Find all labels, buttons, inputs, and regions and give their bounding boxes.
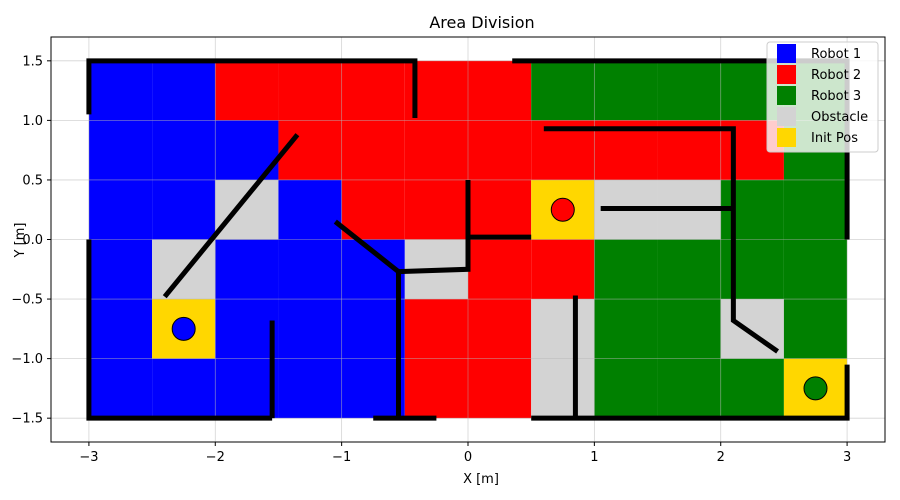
- x-tick-label: −1: [332, 450, 351, 465]
- cell: [783, 239, 848, 300]
- wall: [398, 179, 471, 275]
- wall: [543, 126, 780, 354]
- cell: [88, 120, 153, 180]
- legend-label: Init Pos: [811, 131, 858, 146]
- cell: [594, 358, 658, 419]
- cell: [88, 179, 153, 240]
- wall: [162, 133, 300, 299]
- legend-label: Obstacle: [811, 110, 868, 125]
- cell: [531, 60, 595, 121]
- x-axis: −3 −2 −1 0 1 2 3: [79, 442, 851, 465]
- cell: [404, 358, 468, 419]
- cell: [278, 358, 342, 419]
- cell: [468, 358, 532, 419]
- robot-marker: [803, 376, 828, 401]
- wall: [531, 364, 850, 421]
- legend-label: Robot 2: [811, 68, 861, 83]
- legend-swatch: [777, 44, 796, 63]
- cell: [215, 179, 279, 240]
- x-tick-label: −3: [79, 450, 98, 465]
- x-axis-label: X [m]: [463, 472, 499, 487]
- cell: [657, 60, 721, 121]
- chart-title: Area Division: [429, 13, 534, 32]
- cell: [152, 120, 216, 180]
- x-tick-label: 3: [843, 450, 851, 465]
- y-tick-label: −1.5: [11, 412, 43, 427]
- cell: [531, 239, 595, 300]
- cell: [783, 299, 848, 359]
- robot-marker: [550, 197, 575, 222]
- y-tick-label: 0.5: [22, 173, 43, 188]
- cell: [468, 299, 532, 359]
- cell: [594, 60, 658, 121]
- cell: [594, 299, 658, 359]
- legend-swatch: [777, 107, 796, 126]
- cell: [468, 179, 532, 240]
- cell: [783, 179, 848, 240]
- cell: [720, 239, 784, 300]
- cell: [657, 358, 721, 419]
- cell: [88, 60, 153, 121]
- cell: [468, 120, 532, 180]
- wall: [86, 239, 273, 421]
- cell: [468, 60, 532, 121]
- cell: [215, 239, 279, 300]
- cell: [152, 179, 216, 240]
- cell: [404, 299, 468, 359]
- cell: [88, 239, 153, 300]
- x-tick-label: 1: [590, 450, 598, 465]
- cell: [657, 299, 721, 359]
- y-axis-label: Y [m]: [13, 223, 28, 259]
- cell: [278, 179, 342, 240]
- x-tick-label: 0: [464, 450, 472, 465]
- cell: [152, 60, 216, 121]
- legend: Robot 1 Robot 2 Robot 3 Obstacle Init Pos: [766, 41, 879, 153]
- cell: [215, 60, 279, 121]
- legend-swatch: [777, 128, 796, 147]
- wall: [86, 58, 418, 118]
- legend-swatch: [777, 86, 796, 105]
- x-tick-label: −2: [206, 450, 225, 465]
- cell: [341, 299, 405, 359]
- cell: [341, 120, 405, 180]
- cell: [341, 358, 405, 419]
- y-tick-label: −0.5: [11, 293, 43, 308]
- y-axis: −1.5 −1.0 −0.5 0.0 0.5 1.0 1.5: [11, 54, 51, 427]
- cell: [657, 239, 721, 300]
- legend-swatch: [777, 65, 796, 84]
- y-tick-label: −1.0: [11, 352, 43, 367]
- cell: [215, 358, 279, 419]
- cell: [278, 60, 342, 121]
- cell: [531, 299, 595, 359]
- x-tick-label: 2: [717, 450, 725, 465]
- cell: [341, 60, 405, 121]
- cell: [341, 179, 405, 240]
- cell: [88, 299, 153, 359]
- cell: [152, 358, 216, 419]
- cell: [404, 120, 468, 180]
- cell: [278, 120, 342, 180]
- y-tick-label: 1.5: [22, 54, 43, 69]
- robots-layer: [171, 197, 828, 401]
- cell: [468, 239, 532, 300]
- robot-marker: [171, 316, 196, 341]
- cell: [215, 299, 279, 359]
- cell: [404, 179, 468, 240]
- cell: [278, 299, 342, 359]
- y-tick-label: 1.0: [22, 114, 43, 129]
- cell: [531, 358, 595, 419]
- cell: [88, 358, 153, 419]
- y-tick-label: 0.0: [22, 233, 43, 248]
- cell: [278, 239, 342, 300]
- legend-label: Robot 1: [811, 47, 861, 62]
- cell: [720, 358, 784, 419]
- cell: [594, 239, 658, 300]
- legend-label: Robot 3: [811, 89, 861, 104]
